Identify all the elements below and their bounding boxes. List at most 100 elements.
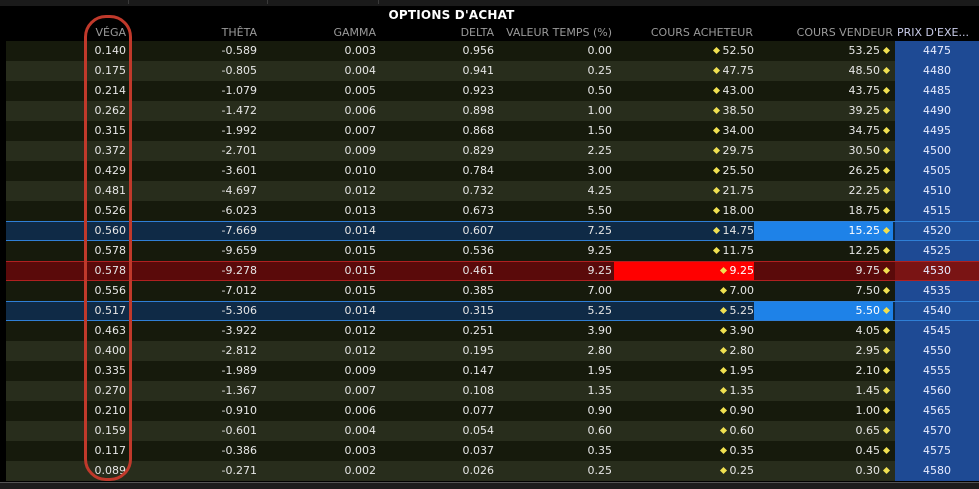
cell-ask[interactable]: 39.25 xyxy=(754,101,893,121)
col-header-vega[interactable]: VÉGA xyxy=(95,26,126,39)
cell-ask[interactable]: 12.25 xyxy=(754,241,893,261)
cell-ask[interactable]: 30.50 xyxy=(754,141,893,161)
cell-bid[interactable]: 1.95 xyxy=(614,361,754,381)
table-row[interactable]: 0.315 -1.992 0.007 0.868 1.50 34.00 34.75 4495 xyxy=(0,121,979,141)
col-header-gamma[interactable]: GAMMA xyxy=(333,26,376,39)
cell-ask[interactable]: 43.75 xyxy=(754,81,893,101)
cell-bid[interactable]: 11.75 xyxy=(614,241,754,261)
cell-ask[interactable]: 7.50 xyxy=(754,281,893,301)
table-row[interactable]: 0.400 -2.812 0.012 0.195 2.80 2.80 2.95 4550 xyxy=(0,341,979,361)
table-row[interactable]: 0.463 -3.922 0.012 0.251 3.90 3.90 4.05 4545 xyxy=(0,321,979,341)
cell-ask[interactable]: 15.25 xyxy=(754,221,893,241)
cell-strike[interactable]: 4520 xyxy=(895,221,979,241)
cell-ask[interactable]: 26.25 xyxy=(754,161,893,181)
cell-bid[interactable]: 21.75 xyxy=(614,181,754,201)
cell-bid[interactable]: 0.25 xyxy=(614,461,754,481)
cell-ask[interactable]: 48.50 xyxy=(754,61,893,81)
cell-bid[interactable]: 0.35 xyxy=(614,441,754,461)
cell-bid[interactable]: 0.90 xyxy=(614,401,754,421)
cell-strike[interactable]: 4565 xyxy=(895,401,979,421)
cell-bid[interactable]: 5.25 xyxy=(614,301,754,321)
cell-bid[interactable]: 7.00 xyxy=(614,281,754,301)
cell-strike[interactable]: 4500 xyxy=(895,141,979,161)
cell-bid[interactable]: 43.00 xyxy=(614,81,754,101)
cell-strike[interactable]: 4580 xyxy=(895,461,979,481)
table-row[interactable]: 0.159 -0.601 0.004 0.054 0.60 0.60 0.65 4570 xyxy=(0,421,979,441)
cell-strike[interactable]: 4570 xyxy=(895,421,979,441)
toolbar-segment[interactable] xyxy=(268,0,379,4)
cell-strike[interactable]: 4575 xyxy=(895,441,979,461)
cell-strike[interactable]: 4495 xyxy=(895,121,979,141)
table-row[interactable]: 0.117 -0.386 0.003 0.037 0.35 0.35 0.45 4575 xyxy=(0,441,979,461)
cell-bid[interactable]: 47.75 xyxy=(614,61,754,81)
table-row[interactable]: 0.429 -3.601 0.010 0.784 3.00 25.50 26.25 4505 xyxy=(0,161,979,181)
cell-ask[interactable]: 53.25 xyxy=(754,41,893,61)
cell-ask[interactable]: 2.95 xyxy=(754,341,893,361)
toolbar-segment[interactable] xyxy=(129,0,268,4)
cell-ask[interactable]: 9.75 xyxy=(754,261,893,281)
cell-strike[interactable]: 4530 xyxy=(895,261,979,281)
col-header-bid[interactable]: COURS ACHETEUR xyxy=(650,26,753,39)
cell-ask[interactable]: 0.30 xyxy=(754,461,893,481)
cell-strike[interactable]: 4555 xyxy=(895,361,979,381)
cell-bid[interactable]: 18.00 xyxy=(614,201,754,221)
col-header-theta[interactable]: THÊTA xyxy=(221,26,257,39)
table-row[interactable]: 0.526 -6.023 0.013 0.673 5.50 18.00 18.75 4515 xyxy=(0,201,979,221)
table-row[interactable]: 0.481 -4.697 0.012 0.732 4.25 21.75 22.25 4510 xyxy=(0,181,979,201)
cell-ask[interactable]: 18.75 xyxy=(754,201,893,221)
table-row[interactable]: 0.517 -5.306 0.014 0.315 5.25 5.25 5.50 4540 xyxy=(0,301,979,321)
table-row[interactable]: 0.556 -7.012 0.015 0.385 7.00 7.00 7.50 4535 xyxy=(0,281,979,301)
table-row[interactable]: 0.089 -0.271 0.002 0.026 0.25 0.25 0.30 4580 xyxy=(0,461,979,481)
cell-ask[interactable]: 0.45 xyxy=(754,441,893,461)
horizontal-scrollbar[interactable] xyxy=(0,482,979,489)
col-header-time-value[interactable]: VALEUR TEMPS (%) xyxy=(506,26,612,39)
cell-strike[interactable]: 4485 xyxy=(895,81,979,101)
cell-bid[interactable]: 29.75 xyxy=(614,141,754,161)
cell-ask[interactable]: 1.45 xyxy=(754,381,893,401)
cell-strike[interactable]: 4545 xyxy=(895,321,979,341)
cell-strike[interactable]: 4480 xyxy=(895,61,979,81)
cell-bid[interactable]: 52.50 xyxy=(614,41,754,61)
cell-strike[interactable]: 4510 xyxy=(895,181,979,201)
cell-ask[interactable]: 4.05 xyxy=(754,321,893,341)
cell-ask[interactable]: 1.00 xyxy=(754,401,893,421)
cell-ask[interactable]: 5.50 xyxy=(754,301,893,321)
table-row[interactable]: 0.270 -1.367 0.007 0.108 1.35 1.35 1.45 4560 xyxy=(0,381,979,401)
cell-strike[interactable]: 4515 xyxy=(895,201,979,221)
cell-strike[interactable]: 4525 xyxy=(895,241,979,261)
cell-bid[interactable]: 38.50 xyxy=(614,101,754,121)
table-row[interactable]: 0.560 -7.669 0.014 0.607 7.25 14.75 15.25 4520 xyxy=(0,221,979,241)
table-row[interactable]: 0.578 -9.278 0.015 0.461 9.25 9.25 9.75 4530 xyxy=(0,261,979,281)
cell-strike[interactable]: 4490 xyxy=(895,101,979,121)
cell-bid[interactable]: 1.35 xyxy=(614,381,754,401)
col-header-delta[interactable]: DELTA xyxy=(460,26,494,39)
table-row[interactable]: 0.372 -2.701 0.009 0.829 2.25 29.75 30.50 4500 xyxy=(0,141,979,161)
cell-ask[interactable]: 0.65 xyxy=(754,421,893,441)
table-row[interactable]: 0.140 -0.589 0.003 0.956 0.00 52.50 53.25 4475 xyxy=(0,41,979,61)
cell-ask[interactable]: 22.25 xyxy=(754,181,893,201)
table-row[interactable]: 0.214 -1.079 0.005 0.923 0.50 43.00 43.75 4485 xyxy=(0,81,979,101)
table-row[interactable]: 0.578 -9.659 0.015 0.536 9.25 11.75 12.25 4525 xyxy=(0,241,979,261)
col-header-ask[interactable]: COURS VENDEUR xyxy=(796,26,893,39)
cell-ask[interactable]: 34.75 xyxy=(754,121,893,141)
cell-bid[interactable]: 14.75 xyxy=(614,221,754,241)
cell-strike[interactable]: 4540 xyxy=(895,301,979,321)
cell-bid[interactable]: 2.80 xyxy=(614,341,754,361)
table-row[interactable]: 0.210 -0.910 0.006 0.077 0.90 0.90 1.00 4565 xyxy=(0,401,979,421)
cell-ask[interactable]: 2.10 xyxy=(754,361,893,381)
cell-bid[interactable]: 34.00 xyxy=(614,121,754,141)
cell-strike[interactable]: 4550 xyxy=(895,341,979,361)
table-row[interactable]: 0.175 -0.805 0.004 0.941 0.25 47.75 48.50 4480 xyxy=(0,61,979,81)
cell-bid[interactable]: 25.50 xyxy=(614,161,754,181)
col-header-strike[interactable]: PRIX D'EXE... xyxy=(897,26,969,39)
cell-bid[interactable]: 3.90 xyxy=(614,321,754,341)
cell-bid[interactable]: 9.25 xyxy=(614,261,754,281)
table-row[interactable]: 0.262 -1.472 0.006 0.898 1.00 38.50 39.25 4490 xyxy=(0,101,979,121)
cell-strike[interactable]: 4505 xyxy=(895,161,979,181)
toolbar-segment[interactable] xyxy=(0,0,129,4)
table-row[interactable]: 0.335 -1.989 0.009 0.147 1.95 1.95 2.10 4555 xyxy=(0,361,979,381)
cell-bid[interactable]: 0.60 xyxy=(614,421,754,441)
cell-strike[interactable]: 4535 xyxy=(895,281,979,301)
cell-strike[interactable]: 4560 xyxy=(895,381,979,401)
cell-strike[interactable]: 4475 xyxy=(895,41,979,61)
